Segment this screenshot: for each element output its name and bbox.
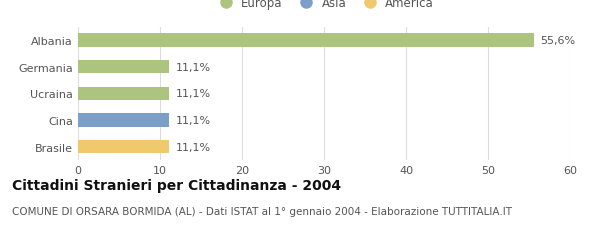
Text: 11,1%: 11,1%	[176, 115, 211, 125]
Text: 11,1%: 11,1%	[176, 89, 211, 99]
Bar	[78, 114, 169, 127]
Legend: Europa, Asia, America: Europa, Asia, America	[209, 0, 439, 15]
Text: 55,6%: 55,6%	[541, 36, 575, 46]
Text: COMUNE DI ORSARA BORMIDA (AL) - Dati ISTAT al 1° gennaio 2004 - Elaborazione TUT: COMUNE DI ORSARA BORMIDA (AL) - Dati IST…	[12, 206, 512, 216]
Bar	[78, 34, 534, 47]
Bar	[78, 87, 169, 101]
Bar	[78, 140, 169, 154]
Text: 11,1%: 11,1%	[176, 62, 211, 72]
Text: 11,1%: 11,1%	[176, 142, 211, 152]
Text: Cittadini Stranieri per Cittadinanza - 2004: Cittadini Stranieri per Cittadinanza - 2…	[12, 179, 341, 193]
Bar	[78, 61, 169, 74]
